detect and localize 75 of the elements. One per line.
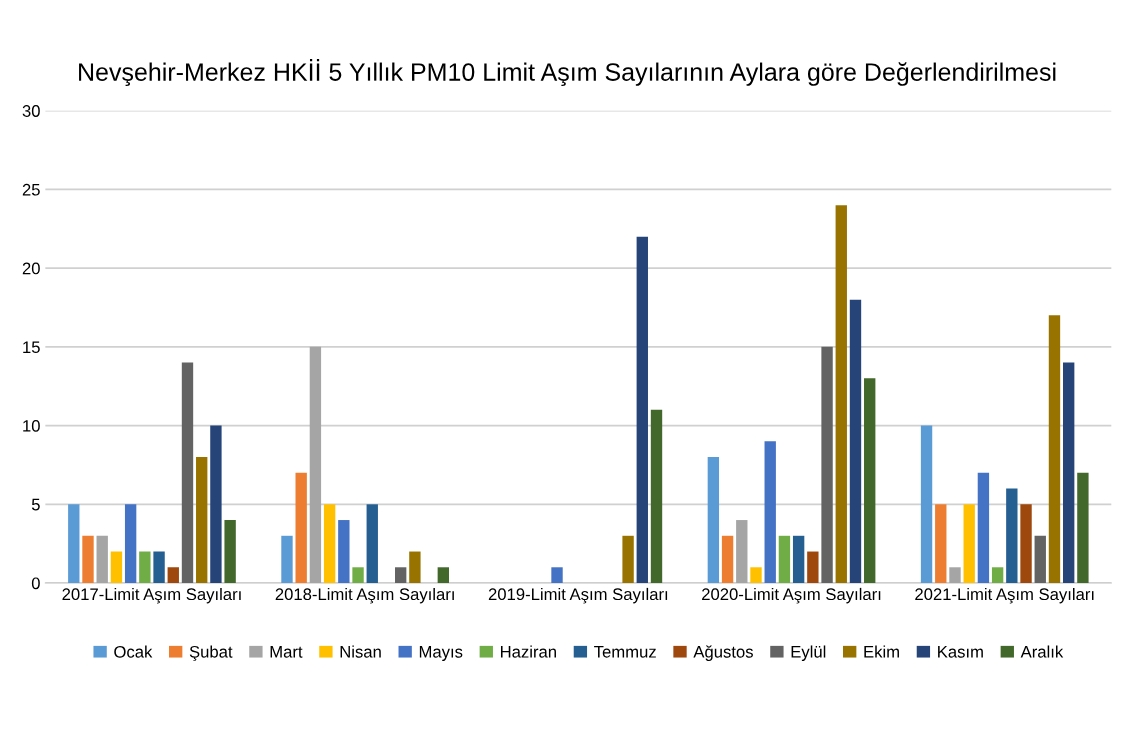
bar <box>110 551 123 584</box>
x-tick-label: 2019-Limit Aşım Sayıları <box>488 587 668 604</box>
bar <box>224 520 236 584</box>
bar <box>650 409 663 584</box>
bar <box>281 535 293 584</box>
bar <box>124 504 137 584</box>
bar <box>821 346 833 584</box>
bar <box>949 567 961 584</box>
y-tick-label: 30 <box>22 105 40 117</box>
bar <box>1048 315 1061 584</box>
bar <box>1006 488 1018 584</box>
chart-title: Nevşehir-Merkez HKİİ 5 Yıllık PM10 Limit Aşım Sayılarının Aylara göre Değerlendirilmesi <box>79 59 1056 86</box>
legend-label: Eylül <box>791 645 826 661</box>
legend-label: Ağustos <box>693 645 753 661</box>
bar <box>352 567 364 584</box>
legend-label: Kasım <box>938 646 983 658</box>
legend-label: Mayıs <box>419 646 463 661</box>
bar <box>181 362 194 584</box>
bar <box>309 346 322 584</box>
bar <box>807 551 819 584</box>
bar <box>622 535 634 584</box>
bar <box>750 567 762 584</box>
x-tick-label: 2021-Limit Aşım Sayıları <box>915 587 1094 604</box>
y-tick-label: 20 <box>22 262 40 275</box>
legend-label: Mart <box>270 646 303 658</box>
bar <box>920 425 933 584</box>
y-tick-label: 0 <box>31 577 40 590</box>
legend-label: Aralık <box>1020 645 1064 658</box>
legend-label: Nisan <box>340 645 381 658</box>
bar <box>1063 362 1075 584</box>
bar <box>792 535 805 584</box>
y-tick-label: 15 <box>23 341 40 354</box>
bar <box>864 378 876 584</box>
bar <box>764 441 776 584</box>
bar <box>394 567 407 584</box>
bar <box>153 551 165 584</box>
bar <box>366 504 378 584</box>
bar <box>1077 472 1089 584</box>
legend-label: Temmuz <box>594 646 656 658</box>
bar <box>409 551 421 584</box>
bar <box>210 425 222 584</box>
bar <box>323 504 336 584</box>
legend-label: Ekim <box>864 645 899 658</box>
bar <box>935 504 947 584</box>
y-tick-label: 5 <box>31 498 40 511</box>
bar <box>991 567 1004 584</box>
bar <box>1034 535 1046 584</box>
x-tick-label: 2020-Limit Aşım Sayıları <box>702 587 881 604</box>
bar <box>1020 504 1032 584</box>
bar <box>736 520 748 584</box>
bar <box>196 457 208 584</box>
legend-label: Haziran <box>500 645 556 658</box>
bar <box>551 567 563 584</box>
bar <box>963 504 975 584</box>
bar <box>636 236 648 584</box>
bar <box>707 457 720 584</box>
legend-label: Ocak <box>114 645 153 658</box>
bar <box>835 205 847 584</box>
legend-label: Şubat <box>189 645 233 662</box>
y-tick-label: 10 <box>23 419 40 432</box>
bar <box>96 535 108 584</box>
bar <box>849 299 862 584</box>
bar <box>721 535 734 584</box>
bar <box>295 472 307 584</box>
x-tick-label: 2017-Limit Aşım Sayıları <box>62 587 241 604</box>
bar <box>437 567 449 584</box>
bar <box>778 535 791 584</box>
bar <box>338 520 350 584</box>
bar <box>82 535 94 584</box>
bar <box>68 504 80 584</box>
y-tick-label: 25 <box>22 183 40 196</box>
x-tick-label: 2018-Limit Aşım Sayıları <box>275 587 454 604</box>
bar <box>167 567 179 584</box>
bar <box>977 472 990 584</box>
bar <box>139 551 151 584</box>
